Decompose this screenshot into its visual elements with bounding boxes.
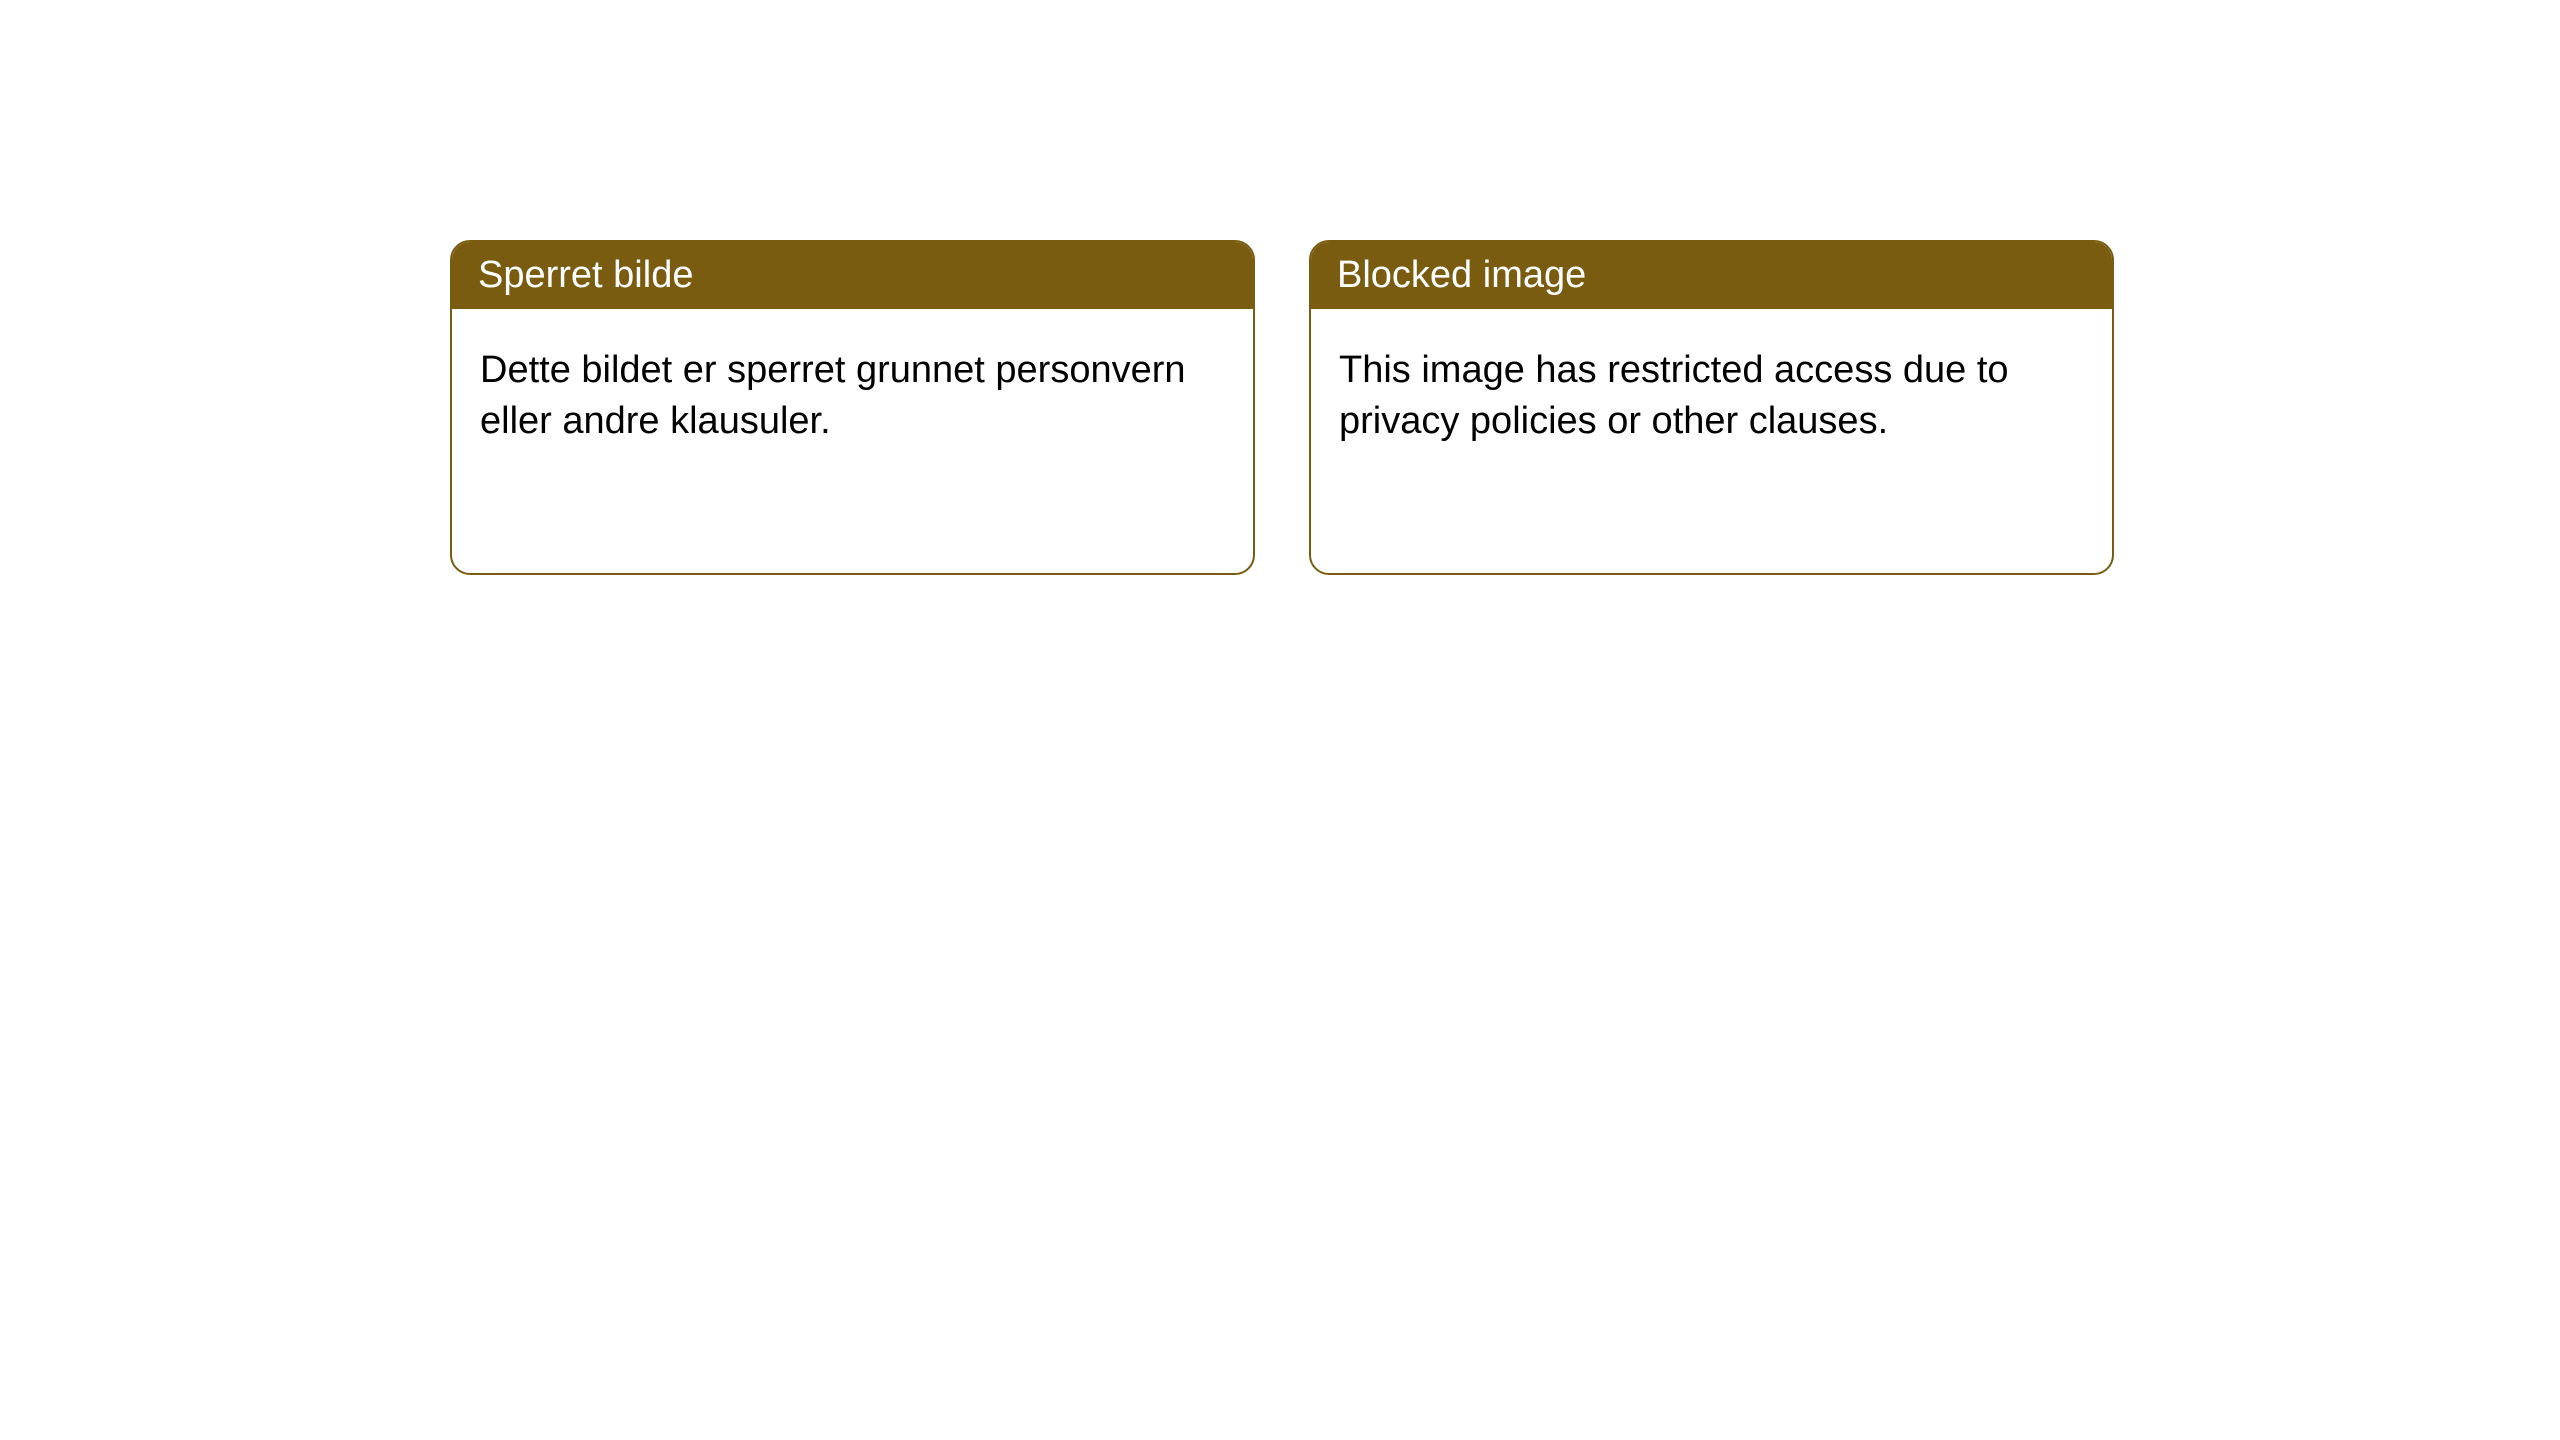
blocked-image-card-no: Sperret bilde Dette bildet er sperret gr…: [450, 240, 1255, 575]
card-body: This image has restricted access due to …: [1311, 309, 2112, 484]
card-header: Blocked image: [1311, 242, 2112, 309]
blocked-image-card-en: Blocked image This image has restricted …: [1309, 240, 2114, 575]
card-title: Blocked image: [1337, 254, 1586, 296]
card-title: Sperret bilde: [478, 254, 693, 296]
card-body-text: This image has restricted access due to …: [1339, 349, 2009, 442]
card-header: Sperret bilde: [452, 242, 1253, 309]
card-body-text: Dette bildet er sperret grunnet personve…: [480, 349, 1186, 442]
card-body: Dette bildet er sperret grunnet personve…: [452, 309, 1253, 484]
cards-container: Sperret bilde Dette bildet er sperret gr…: [0, 0, 2560, 575]
